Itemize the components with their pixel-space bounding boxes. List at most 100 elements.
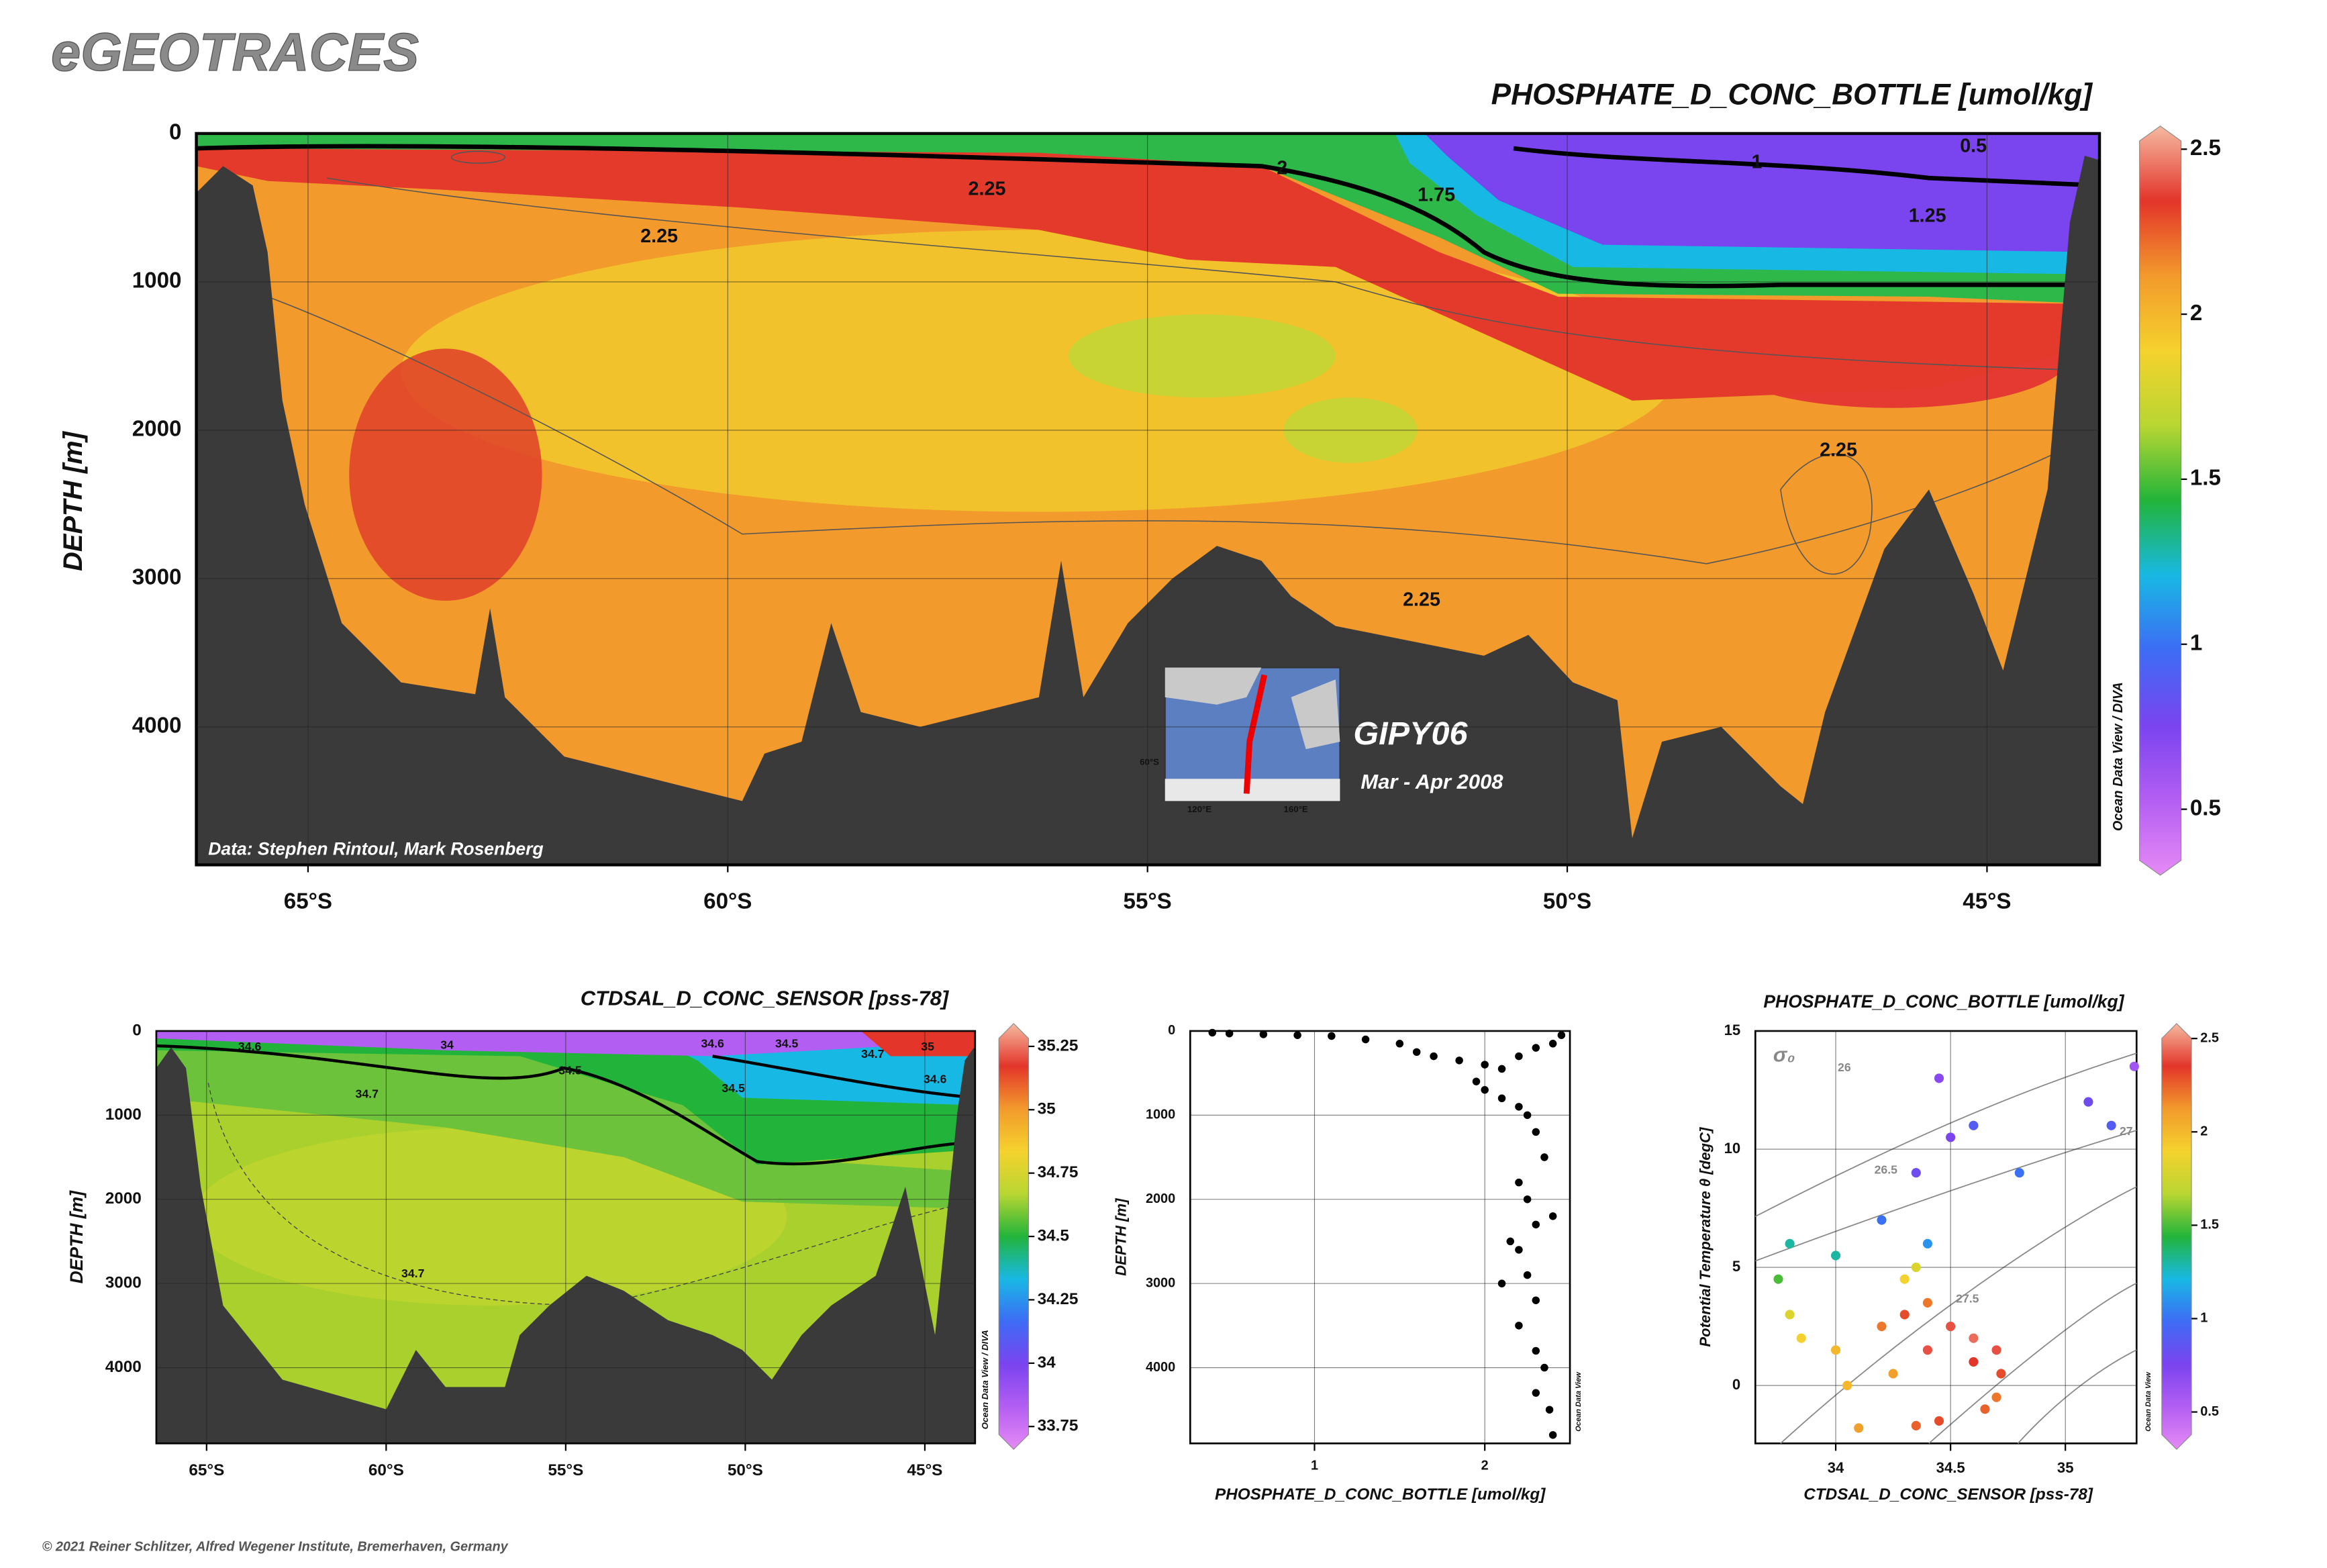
- isopycnal-label: 26: [1838, 1061, 1851, 1074]
- scatter-point: [1523, 1111, 1532, 1120]
- phosphate-field: [196, 133, 2100, 865]
- contour-label: 2.25: [1820, 439, 1857, 460]
- colorbar: [998, 1023, 1029, 1450]
- x-tick-label: 65°S: [284, 889, 332, 914]
- colorbar-tick-label: 0.5: [2190, 795, 2221, 820]
- x-tick-label: 45°S: [1963, 889, 2011, 914]
- contour-label: 34.7: [356, 1087, 379, 1101]
- scatter-point: [1208, 1028, 1217, 1037]
- y-tick-label: 1000: [1146, 1108, 1175, 1122]
- scatter-point: [1515, 1103, 1523, 1111]
- scatter-point: [1854, 1423, 1864, 1433]
- scatter-point: [1548, 1431, 1557, 1439]
- scatter-point: [2129, 1061, 2139, 1071]
- y-tick-label: 2000: [1146, 1191, 1175, 1206]
- scatter-point: [1888, 1369, 1898, 1379]
- chart: 0 5 10 15 34 34.5 35 PHOSPHATE_D_CONC_BOTTLE [u…: [1697, 991, 2219, 1504]
- copyright: © 2021 Reiner Schlitzer, Alfred Wegener …: [42, 1539, 509, 1554]
- scatter-point: [1785, 1238, 1795, 1248]
- x-tick-label: 55°S: [1124, 889, 1172, 914]
- colorbar-tick-label: 2.5: [2200, 1030, 2219, 1045]
- y-tick-label: 0: [169, 120, 181, 145]
- scatter-point: [1497, 1094, 1506, 1103]
- colorbar: [2139, 126, 2182, 876]
- cruise-period: Mar - Apr 2008: [1360, 770, 1503, 793]
- colorbar-tick-label: 34.75: [1038, 1163, 1079, 1181]
- scatter-point: [1911, 1168, 1921, 1178]
- scatter-point: [1259, 1030, 1268, 1038]
- contour-label: 34.6: [238, 1040, 262, 1053]
- scatter-point: [1225, 1029, 1234, 1038]
- inset-label: 160°E: [1284, 804, 1308, 814]
- scatter-point: [1922, 1238, 1932, 1248]
- x-tick-label: 2: [1481, 1458, 1489, 1473]
- y-tick-label: 0: [132, 1021, 142, 1039]
- scatter-point: [1540, 1153, 1548, 1161]
- y-axis-label: DEPTH [m]: [1112, 1198, 1129, 1276]
- credit: Ocean Data View / DIVA: [2111, 682, 2126, 831]
- colorbar-tick-label: 34.25: [1038, 1290, 1079, 1308]
- scatter-point: [1946, 1322, 1956, 1332]
- colorbar-tick-label: 1: [2200, 1311, 2208, 1326]
- colorbar-tick-label: 34.5: [1038, 1226, 1069, 1244]
- scatter-point: [1877, 1215, 1887, 1225]
- contour-label: 34: [440, 1038, 454, 1052]
- y-tick-label: 3000: [1146, 1275, 1175, 1290]
- colorbar-tick-label: 1: [2190, 631, 2202, 656]
- x-tick-label: 35: [2057, 1459, 2074, 1476]
- isopycnal-label: 27: [2120, 1124, 2133, 1138]
- contour-label: 34.7: [861, 1047, 885, 1061]
- scatter-point: [2083, 1097, 2093, 1107]
- scatter-point: [1532, 1220, 1540, 1229]
- scatter-point: [1532, 1346, 1540, 1355]
- data-source: Data: Stephen Rintoul, Mark Rosenberg: [208, 838, 543, 859]
- y-tick-label: 3000: [132, 565, 182, 590]
- scatter-point: [1969, 1357, 1979, 1367]
- scatter-point: [1899, 1310, 1910, 1320]
- x-tick-label: 60°S: [703, 889, 752, 914]
- scatter-point: [1328, 1032, 1336, 1040]
- y-tick-label: 4000: [105, 1358, 142, 1376]
- contour-label: 34.6: [701, 1037, 724, 1050]
- scatter-point: [1922, 1345, 1932, 1355]
- chart-title: PHOSPHATE_D_CONC_BOTTLE [umol/kg]: [1491, 78, 2093, 111]
- colorbar-tick-label: 35.25: [1038, 1036, 1079, 1055]
- y-axis-label: DEPTH [m]: [66, 1190, 87, 1284]
- colorbar-tick-label: 34: [1038, 1353, 1056, 1371]
- scatter-point: [1515, 1052, 1523, 1061]
- x-tick-label: 45°S: [907, 1461, 942, 1479]
- colorbar-tick-label: 1.5: [2200, 1218, 2219, 1232]
- colorbar-tick-label: 2: [2200, 1124, 2208, 1139]
- x-tick-label: 65°S: [189, 1461, 224, 1479]
- y-tick-label: 0: [1168, 1023, 1175, 1038]
- scatter-point: [1969, 1120, 1979, 1130]
- x-tick-label: 50°S: [1543, 889, 1591, 914]
- contour-label: 2: [1277, 158, 1287, 179]
- colorbar: [2161, 1023, 2192, 1450]
- colorbar-tick-label: 35: [1038, 1100, 1056, 1118]
- scatter-point: [1934, 1416, 1944, 1426]
- contour-label: 2.25: [640, 226, 678, 247]
- x-tick-label: 34: [1828, 1459, 1844, 1476]
- x-tick-label: 55°S: [548, 1461, 583, 1479]
- x-tick-label: 60°S: [368, 1461, 404, 1479]
- y-axis-label: DEPTH [m]: [58, 430, 88, 571]
- isopycnal-label: 27.5: [1956, 1292, 1979, 1306]
- y-tick-label: 2000: [132, 417, 182, 442]
- scatter-point: [1557, 1031, 1566, 1039]
- scatter-point: [1412, 1048, 1421, 1057]
- inset-label: 60°S: [1140, 756, 1159, 767]
- y-tick-label: 0: [1732, 1376, 1740, 1393]
- chart: 0 1000 2000 3000 4000 65°S 60°S 55°S 50°S 45°S CTD…: [66, 987, 1079, 1479]
- scatter-point: [1548, 1212, 1557, 1220]
- chart: 0 1000 2000 3000 4000 65°S 60°S 55°S 50°S 45°S PHO…: [58, 78, 2221, 914]
- contour-label: 1: [1752, 152, 1763, 173]
- y-tick-label: 1000: [132, 268, 182, 293]
- contour-label: 1.75: [1418, 184, 1455, 205]
- cruise-name: GIPY06: [1353, 716, 1468, 752]
- scatter-point: [1540, 1363, 1548, 1372]
- scatter-point: [1969, 1333, 1979, 1343]
- contour-label: 0.5: [1960, 135, 1987, 156]
- scatter-point: [1532, 1044, 1540, 1052]
- colorbar-tick-label: 33.75: [1038, 1417, 1079, 1435]
